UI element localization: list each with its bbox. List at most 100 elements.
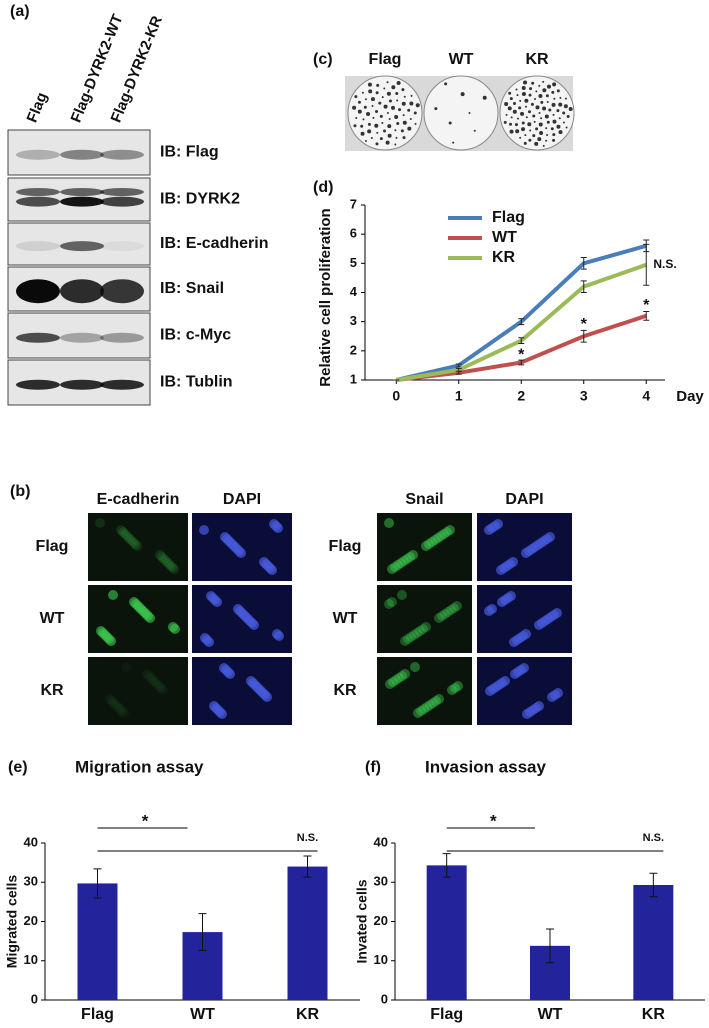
colony <box>387 124 392 129</box>
colony <box>521 85 526 90</box>
colony <box>386 81 389 84</box>
label: KR <box>40 682 64 699</box>
cell <box>206 591 216 601</box>
colony <box>562 121 565 124</box>
label: 2 <box>350 342 357 357</box>
cell <box>449 603 459 613</box>
colony <box>414 122 417 125</box>
cell <box>155 550 165 560</box>
colony <box>550 127 554 131</box>
label: WT <box>40 610 65 627</box>
micrograph <box>88 513 188 581</box>
cell <box>425 700 435 710</box>
colony <box>521 121 525 125</box>
colony <box>401 101 406 106</box>
cell <box>200 633 210 643</box>
cell <box>397 590 407 600</box>
colony <box>510 116 513 119</box>
colony <box>523 80 528 85</box>
label: 4 <box>350 284 358 299</box>
colony <box>482 95 487 100</box>
colony <box>533 120 536 123</box>
label: Day <box>676 388 704 405</box>
blot-band <box>16 188 60 196</box>
colony <box>546 100 549 103</box>
blot-band <box>60 188 104 196</box>
colony <box>532 114 536 118</box>
colony <box>402 136 406 140</box>
blot-band <box>100 241 144 252</box>
colony <box>468 112 471 114</box>
colony <box>402 120 407 125</box>
colony <box>552 119 557 124</box>
colony <box>551 102 556 107</box>
colony <box>402 114 405 117</box>
label: 1 <box>455 388 463 404</box>
colony <box>512 109 517 114</box>
colony <box>375 110 379 114</box>
colony <box>504 102 509 107</box>
blot-band <box>60 379 104 390</box>
label: * <box>581 316 588 333</box>
cell <box>118 527 128 537</box>
colony <box>558 130 563 135</box>
colony <box>563 104 568 109</box>
colony <box>360 131 365 136</box>
error-bar <box>546 928 554 964</box>
micrograph <box>377 585 472 653</box>
colony <box>538 122 543 127</box>
colony <box>407 108 411 112</box>
colony <box>364 140 367 143</box>
colony <box>556 109 560 113</box>
cell <box>387 597 397 607</box>
cell <box>109 698 119 708</box>
cell <box>152 679 162 689</box>
label: 30 <box>24 874 38 889</box>
cell <box>209 701 219 711</box>
colony <box>519 99 522 102</box>
cell <box>126 535 136 545</box>
cell <box>124 533 134 543</box>
bar <box>426 865 467 1000</box>
cell <box>421 622 431 632</box>
colony <box>548 108 552 112</box>
cell <box>500 676 510 686</box>
label: E-cadherin <box>97 491 180 508</box>
label: (b) <box>10 483 30 500</box>
label: KR <box>525 51 549 68</box>
label: (d) <box>313 179 333 196</box>
cell <box>447 685 457 695</box>
cell <box>159 554 169 564</box>
colony <box>517 117 520 120</box>
label: 0 <box>31 991 38 1006</box>
colony <box>524 105 527 108</box>
cell <box>508 557 518 567</box>
cell <box>115 704 125 714</box>
blot-band <box>60 149 104 160</box>
colony <box>367 129 372 134</box>
colony <box>396 81 401 86</box>
colony <box>546 120 550 124</box>
cell <box>121 662 131 672</box>
colony <box>505 113 508 116</box>
error-bar <box>643 310 650 321</box>
colony <box>564 97 567 100</box>
colony <box>448 121 452 125</box>
colony <box>539 131 544 136</box>
cell <box>96 626 106 636</box>
cell <box>384 599 394 609</box>
blot-band <box>100 332 144 343</box>
colony <box>566 114 570 118</box>
label: 2 <box>517 388 525 404</box>
micrograph <box>88 585 188 653</box>
colony <box>379 137 383 141</box>
cell <box>534 701 544 711</box>
cell <box>154 681 164 691</box>
cell <box>391 675 401 685</box>
micrograph <box>477 585 572 653</box>
error-bar <box>580 280 587 293</box>
cell <box>120 529 130 539</box>
label: * <box>643 297 650 314</box>
cell <box>165 560 175 570</box>
colony <box>519 136 522 139</box>
